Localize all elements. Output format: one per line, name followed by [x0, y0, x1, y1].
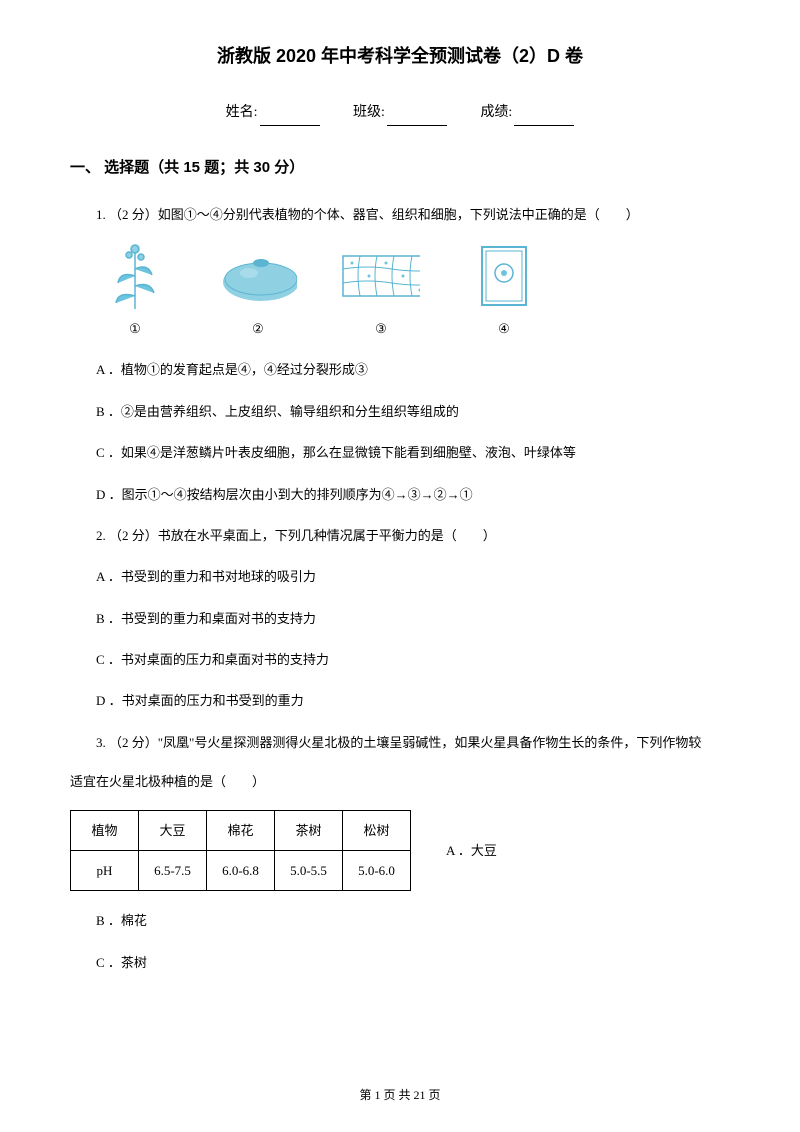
- q1-option-c: C ．如果④是洋葱鳞片叶表皮细胞，那么在显微镜下能看到细胞壁、液泡、叶绿体等: [96, 441, 730, 464]
- q2-option-a: A ．书受到的重力和书对地球的吸引力: [96, 565, 730, 588]
- q1-stem: 1. （2 分）如图①～④分别代表植物的个体、器官、组织和细胞，下列说法中正确的…: [70, 203, 730, 226]
- q1-fig-2-label: ②: [219, 317, 297, 340]
- table-data-row: pH 6.5-7.5 6.0-6.8 5.0-5.5 5.0-6.0: [71, 851, 411, 891]
- q3-option-c: C ．茶树: [96, 951, 730, 974]
- th-plant: 植物: [71, 810, 139, 850]
- q2-option-d: D ．书对桌面的压力和书受到的重力: [96, 689, 730, 712]
- table-header-row: 植物 大豆 棉花 茶树 松树: [71, 810, 411, 850]
- th-pine: 松树: [343, 810, 411, 850]
- q1-option-a: A ．植物①的发育起点是④，④经过分裂形成③: [96, 358, 730, 381]
- cell-icon: [480, 245, 528, 307]
- name-label: 姓名:: [226, 105, 258, 120]
- q1-fig-1: ①: [96, 244, 174, 340]
- th-cotton: 棉花: [207, 810, 275, 850]
- td-cotton-ph: 6.0-6.8: [207, 851, 275, 891]
- q3-table-row: 植物 大豆 棉花 茶树 松树 pH 6.5-7.5 6.0-6.8 5.0-5.…: [70, 810, 730, 892]
- q1-figures: ① ②: [96, 244, 730, 340]
- q1-fig-4: ④: [465, 244, 543, 340]
- q2-stem: 2. （2 分）书放在水平桌面上，下列几种情况属于平衡力的是（ ）: [70, 524, 730, 547]
- q3-option-b: B ．棉花: [96, 909, 730, 932]
- q2-option-b: B ．书受到的重力和桌面对书的支持力: [96, 607, 730, 630]
- plant-ph-table: 植物 大豆 棉花 茶树 松树 pH 6.5-7.5 6.0-6.8 5.0-5.…: [70, 810, 411, 892]
- q1-fig-1-label: ①: [96, 317, 174, 340]
- q1-fig-2: ②: [219, 244, 297, 340]
- page-footer: 第 1 页 共 21 页: [0, 1085, 800, 1107]
- tomato-organ-icon: [219, 249, 297, 304]
- th-tea: 茶树: [275, 810, 343, 850]
- class-label: 班级:: [353, 105, 385, 120]
- td-soybean-ph: 6.5-7.5: [139, 851, 207, 891]
- q1-fig-3: ③: [342, 244, 420, 340]
- td-pine-ph: 5.0-6.0: [343, 851, 411, 891]
- q3-stem-line1: 3. （2 分）"凤凰"号火星探测器测得火星北极的土壤呈弱碱性，如果火星具备作物…: [70, 731, 730, 754]
- q1-fig-4-label: ④: [465, 317, 543, 340]
- td-ph-label: pH: [71, 851, 139, 891]
- class-blank[interactable]: [387, 112, 447, 126]
- exam-title: 浙教版 2020 年中考科学全预测试卷（2）D 卷: [70, 40, 730, 72]
- th-soybean: 大豆: [139, 810, 207, 850]
- q3-option-a: A ．大豆: [446, 839, 497, 862]
- q1-option-d: D ．图示①～④按结构层次由小到大的排列顺序为④→③→②→①: [96, 483, 730, 506]
- q1-option-b: B ．②是由营养组织、上皮组织、输导组织和分生组织等组成的: [96, 400, 730, 423]
- q3-stem-line2: 适宜在火星北极种植的是（ ）: [70, 770, 730, 793]
- plant-organism-icon: [110, 241, 160, 311]
- section-1-heading: 一、 选择题（共 15 题；共 30 分）: [70, 154, 730, 181]
- score-blank[interactable]: [514, 112, 574, 126]
- name-blank[interactable]: [260, 112, 320, 126]
- score-label: 成绩:: [480, 105, 512, 120]
- q1-fig-3-label: ③: [342, 317, 420, 340]
- q2-option-c: C ．书对桌面的压力和桌面对书的支持力: [96, 648, 730, 671]
- student-info-row: 姓名: 班级: 成绩:: [70, 100, 730, 125]
- td-tea-ph: 5.0-5.5: [275, 851, 343, 891]
- tissue-icon: [342, 255, 420, 297]
